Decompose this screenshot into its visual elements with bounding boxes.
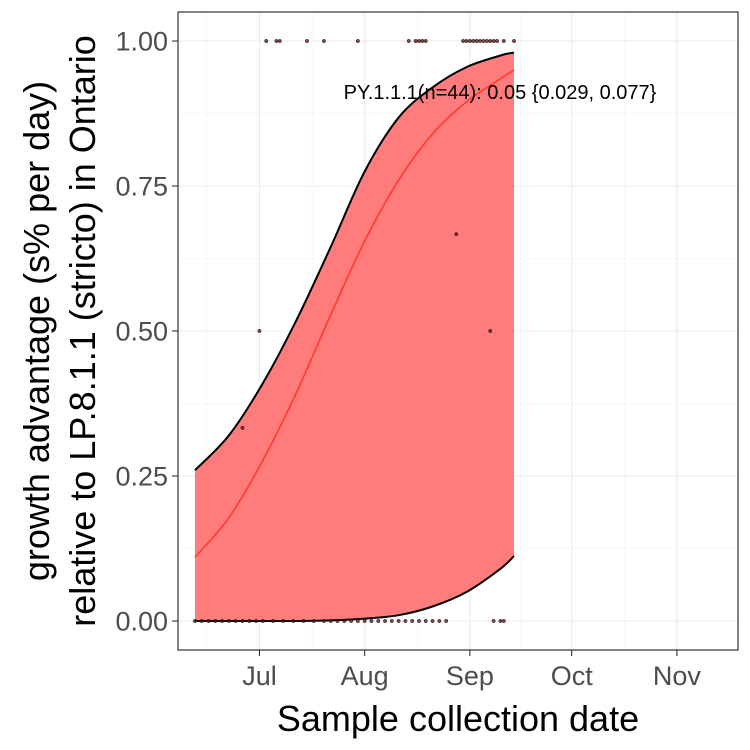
data-point <box>437 619 442 623</box>
fit-annotation: PY.1.1.1(n=44): 0.05 {0.029, 0.077} <box>344 82 657 104</box>
data-point <box>488 329 493 333</box>
data-point <box>467 39 472 43</box>
data-point <box>406 39 411 43</box>
data-point <box>461 39 465 43</box>
data-point <box>423 619 428 623</box>
data-point <box>342 619 347 623</box>
data-point <box>423 39 428 43</box>
x-axis-title: Sample collection date <box>277 698 639 739</box>
data-point <box>328 619 333 623</box>
data-point <box>301 619 306 623</box>
data-point <box>206 619 211 623</box>
x-tick-label: Oct <box>551 661 594 691</box>
confidence-ribbon <box>194 52 514 622</box>
data-point <box>220 619 225 623</box>
data-point <box>454 232 459 237</box>
data-point <box>495 39 499 43</box>
data-point <box>247 619 252 623</box>
data-point <box>260 619 265 623</box>
y-axis-title-line-2: relative to LP.8.1.1 (stricto) in Ontari… <box>62 35 103 627</box>
data-point <box>199 619 204 623</box>
y-tick-label: 0.75 <box>115 172 168 202</box>
data-point <box>291 619 296 623</box>
data-point <box>444 619 449 623</box>
data-point <box>403 619 408 623</box>
data-point <box>305 39 309 43</box>
y-axis-title-line-1: growth advantage (s% per day) <box>16 81 57 581</box>
y-tick-label: 0.00 <box>115 607 168 637</box>
data-point <box>420 39 425 43</box>
data-point <box>464 39 469 43</box>
data-point <box>396 619 401 623</box>
data-points <box>193 39 516 623</box>
x-axis: Jul Aug Sep Oct Nov <box>242 650 701 691</box>
x-tick-label: Jul <box>242 661 277 691</box>
data-point <box>233 619 238 623</box>
data-point <box>271 619 275 623</box>
data-point <box>355 619 360 623</box>
x-tick-label: Sep <box>446 661 494 691</box>
data-point <box>417 39 421 43</box>
x-tick-label: Nov <box>653 661 702 691</box>
data-point <box>335 619 340 623</box>
data-point <box>430 619 435 623</box>
data-point <box>410 619 415 623</box>
data-point <box>264 39 269 43</box>
data-point <box>413 39 418 43</box>
data-point <box>491 39 496 43</box>
data-point <box>491 619 496 623</box>
data-point <box>322 619 326 623</box>
data-point <box>362 619 367 623</box>
x-tick-label: Aug <box>341 661 389 691</box>
data-point <box>355 39 360 43</box>
data-point <box>277 39 282 43</box>
data-point <box>376 619 381 623</box>
data-point <box>501 39 506 43</box>
data-point <box>240 619 245 623</box>
data-point <box>227 619 231 623</box>
data-point <box>383 619 387 623</box>
y-tick-label: 1.00 <box>115 27 168 57</box>
fitted-mean-line <box>194 69 515 558</box>
y-axis: 0.00 0.25 0.50 0.75 1.00 <box>115 27 178 637</box>
data-point <box>481 39 486 43</box>
data-point <box>213 619 218 623</box>
data-point <box>274 39 279 43</box>
ribbon-upper-bound <box>194 51 515 471</box>
data-point <box>254 619 258 623</box>
data-point <box>311 619 316 623</box>
data-point <box>498 619 503 623</box>
data-point <box>471 39 476 43</box>
y-axis-title: growth advantage (s% per day) relative t… <box>16 35 103 627</box>
y-tick-label: 0.50 <box>115 317 168 347</box>
data-point <box>369 619 374 623</box>
data-point <box>240 425 245 430</box>
y-tick-label: 0.25 <box>115 462 168 492</box>
data-point <box>474 39 479 43</box>
data-point <box>484 39 489 43</box>
data-point <box>322 39 326 43</box>
data-point <box>501 619 506 623</box>
data-point <box>257 329 262 333</box>
data-point <box>389 619 394 623</box>
data-point <box>417 619 421 623</box>
data-point <box>349 619 353 623</box>
data-point <box>478 39 482 43</box>
data-point <box>512 39 516 43</box>
ribbon-lower-bound <box>194 555 515 623</box>
data-point <box>281 619 286 623</box>
data-point <box>488 39 493 43</box>
data-point <box>193 619 197 623</box>
